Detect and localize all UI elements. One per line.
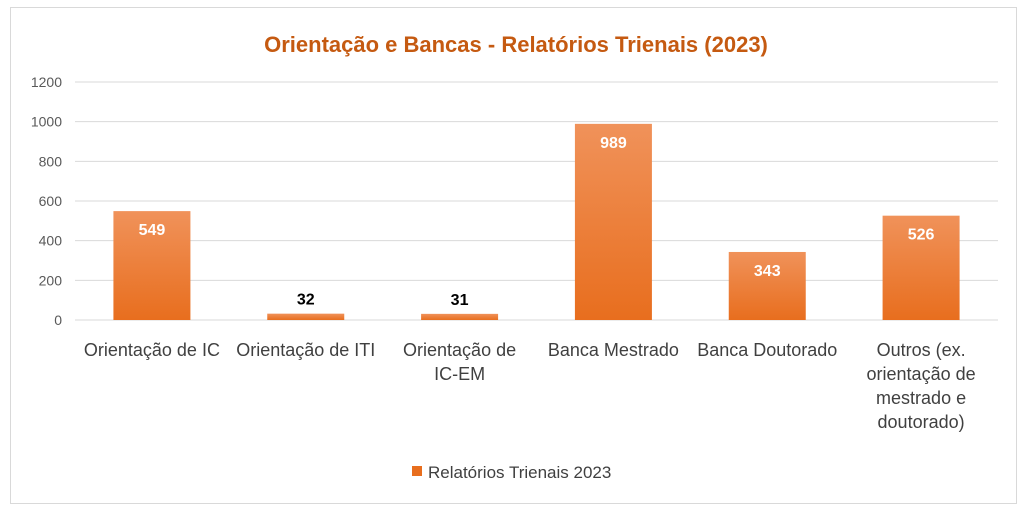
bar <box>574 123 652 321</box>
data-label: 989 <box>600 135 627 152</box>
x-category-label: Banca Mestrado <box>548 340 679 360</box>
y-axis-ticks: 0 200 400 600 800 1000 1200 <box>31 74 62 328</box>
y-tick-label: 600 <box>39 193 63 209</box>
bars <box>113 123 960 321</box>
x-category-label: Orientação de IC <box>84 340 220 360</box>
data-label: 343 <box>754 263 781 280</box>
chart-title: Orientação e Bancas - Relatórios Trienai… <box>264 32 768 57</box>
y-tick-label: 0 <box>54 312 62 328</box>
y-tick-label: 200 <box>39 272 63 288</box>
x-axis-categories: Orientação de IC Orientação de ITI Orienta… <box>84 340 976 432</box>
bar <box>882 215 960 320</box>
data-labels: 549 32 31 989 343 526 <box>139 135 935 309</box>
bar <box>728 251 806 320</box>
bar <box>267 313 345 320</box>
data-label: 549 <box>139 222 166 239</box>
x-category-label: Outros (ex. orientação de mestrado e doutor… <box>867 340 976 432</box>
grid-lines <box>75 81 998 321</box>
legend-swatch <box>412 466 422 476</box>
bar <box>113 211 191 320</box>
legend: Relatórios Trienais 2023 <box>412 463 611 482</box>
y-tick-label: 400 <box>39 233 63 249</box>
legend-label: Relatórios Trienais 2023 <box>428 463 611 482</box>
y-tick-label: 800 <box>39 153 63 169</box>
y-tick-label: 1000 <box>31 114 62 130</box>
x-category-label: Orientação de ITI <box>236 340 375 360</box>
x-category-label: Orientação de IC-EM <box>403 340 516 384</box>
data-label: 526 <box>908 227 935 244</box>
y-tick-label: 1200 <box>31 74 62 90</box>
data-label: 31 <box>451 292 469 309</box>
data-label: 32 <box>297 292 315 309</box>
x-category-label: Banca Doutorado <box>697 340 837 360</box>
bar <box>421 313 499 320</box>
